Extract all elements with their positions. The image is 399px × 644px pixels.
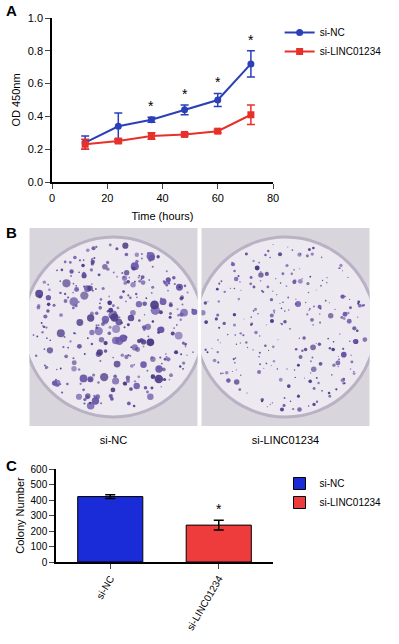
svg-text:si-NC: si-NC [320, 27, 345, 38]
svg-text:0: 0 [49, 192, 55, 204]
svg-text:600: 600 [31, 464, 48, 475]
svg-text:300: 300 [31, 510, 48, 521]
svg-text:40: 40 [156, 192, 168, 204]
svg-text:*: * [148, 98, 154, 114]
html-text:B: B [6, 224, 17, 241]
html-text:C: C [6, 457, 17, 474]
svg-text:Time (hours): Time (hours) [132, 210, 194, 222]
svg-text:Colony Number: Colony Number [14, 477, 26, 554]
svg-text:0.4: 0.4 [28, 110, 43, 122]
svg-text:20: 20 [101, 192, 113, 204]
svg-text:0.6: 0.6 [28, 77, 43, 89]
svg-text:60: 60 [212, 192, 224, 204]
svg-text:si-NC: si-NC [100, 434, 128, 446]
svg-text:0.8: 0.8 [28, 45, 43, 57]
svg-text:si-LINC01234: si-LINC01234 [320, 497, 382, 508]
svg-text:0.0: 0.0 [28, 176, 43, 188]
svg-text:si-LINC01234: si-LINC01234 [185, 573, 225, 632]
svg-text:*: * [216, 501, 222, 517]
svg-text:si-LINC01234: si-LINC01234 [320, 46, 382, 57]
svg-text:si-NC: si-NC [94, 574, 116, 601]
svg-text:400: 400 [31, 495, 48, 506]
svg-text:*: * [248, 32, 254, 48]
svg-text:500: 500 [31, 479, 48, 490]
html-text:A: A [6, 2, 17, 19]
svg-text:si-NC: si-NC [320, 478, 345, 489]
svg-text:0: 0 [42, 557, 48, 568]
svg-text:100: 100 [31, 541, 48, 552]
svg-text:80: 80 [267, 192, 279, 204]
svg-text:1.0: 1.0 [28, 12, 43, 24]
svg-text:0.2: 0.2 [28, 143, 43, 155]
svg-text:200: 200 [31, 526, 48, 537]
svg-text:OD 450nm: OD 450nm [10, 73, 22, 126]
svg-text:*: * [182, 86, 188, 102]
svg-text:si-LINC01234: si-LINC01234 [252, 434, 319, 446]
svg-text:*: * [215, 74, 221, 90]
